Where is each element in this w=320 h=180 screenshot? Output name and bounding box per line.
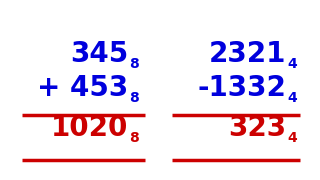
Text: 4: 4 [287, 57, 297, 71]
Text: 2321: 2321 [209, 40, 286, 68]
Text: 8: 8 [129, 57, 139, 71]
Text: 323: 323 [228, 114, 286, 142]
Text: 1020: 1020 [51, 114, 128, 142]
Text: Addition & Subtraction (Number Bases): Addition & Subtraction (Number Bases) [0, 10, 320, 26]
Text: 345: 345 [70, 40, 128, 68]
Text: 8: 8 [129, 91, 139, 105]
Text: + 453: + 453 [37, 74, 128, 102]
Text: 4: 4 [287, 131, 297, 145]
Text: 8: 8 [129, 131, 139, 145]
Text: -1332: -1332 [197, 74, 286, 102]
Text: 4: 4 [287, 91, 297, 105]
